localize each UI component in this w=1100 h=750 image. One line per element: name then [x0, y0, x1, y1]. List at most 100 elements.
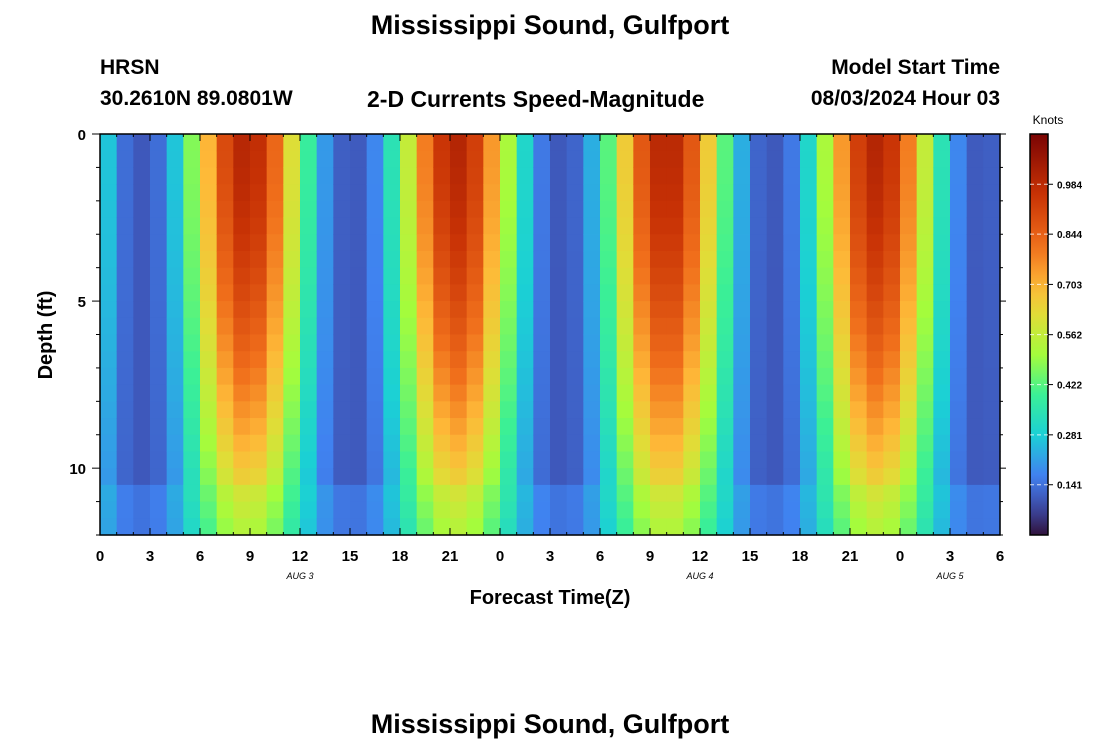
heatmap-cell: [983, 334, 1001, 352]
heatmap-cell: [433, 167, 451, 185]
heatmap-cell: [883, 451, 901, 469]
heatmap-cell: [583, 200, 601, 219]
heatmap-cell: [366, 301, 384, 319]
heatmap-cell: [166, 434, 184, 453]
heatmap-cell: [700, 234, 718, 252]
heatmap-cell: [883, 150, 901, 169]
heatmap-cell: [100, 317, 118, 336]
heatmap-cell: [666, 200, 684, 219]
heatmap-cell: [500, 468, 518, 486]
heatmap-cell: [516, 217, 534, 235]
heatmap-cell: [516, 184, 534, 202]
heatmap-cell: [700, 250, 718, 269]
heatmap-cell: [933, 167, 951, 185]
heatmap-cell: [916, 150, 934, 169]
heatmap-cell: [683, 434, 701, 453]
heatmap-cell: [300, 451, 318, 469]
heatmap-cell: [816, 301, 834, 319]
heatmap-cell: [966, 267, 984, 285]
heatmap-cell: [983, 150, 1001, 169]
heatmap-cell: [700, 334, 718, 352]
heatmap-cell: [250, 434, 268, 453]
heatmap-cell: [300, 384, 318, 402]
heatmap-cell: [166, 134, 184, 152]
heatmap-cell: [916, 234, 934, 252]
heatmap-cell: [516, 167, 534, 185]
heatmap-cell: [850, 367, 868, 386]
heatmap-cell: [400, 418, 418, 436]
heatmap-cell: [700, 301, 718, 319]
heatmap-cell: [333, 284, 351, 302]
heatmap-cell: [933, 367, 951, 386]
heatmap-cell: [900, 234, 918, 252]
heatmap-cell: [500, 451, 518, 469]
heatmap-cell: [983, 434, 1001, 453]
heatmap-cell: [933, 451, 951, 469]
heatmap-cell: [633, 167, 651, 185]
heatmap-cell: [700, 518, 718, 536]
heatmap-cell: [450, 150, 468, 169]
heatmap-cell: [216, 334, 234, 352]
heatmap-cell: [633, 401, 651, 419]
heatmap-cell: [100, 234, 118, 252]
heatmap-cell: [833, 484, 851, 503]
heatmap-cell: [850, 200, 868, 219]
heatmap-cell: [150, 484, 168, 503]
heatmap-cell: [733, 334, 751, 352]
heatmap-cell: [950, 367, 968, 386]
heatmap-cell: [616, 384, 634, 402]
heatmap-cell: [533, 468, 551, 486]
heatmap-cell: [383, 234, 401, 252]
heatmap-cell: [166, 334, 184, 352]
heatmap-cell: [166, 301, 184, 319]
heatmap-cell: [600, 401, 618, 419]
heatmap-cell: [850, 267, 868, 285]
heatmap-cell: [266, 167, 284, 185]
heatmap-cell: [550, 334, 568, 352]
heatmap-cell: [150, 234, 168, 252]
heatmap-cell: [100, 434, 118, 453]
heatmap-cell: [883, 234, 901, 252]
heatmap-cell: [716, 334, 734, 352]
heatmap-cell: [266, 184, 284, 202]
heatmap-cell: [933, 284, 951, 302]
heatmap-cell: [150, 468, 168, 486]
heatmap-cell: [416, 217, 434, 235]
heatmap-cell: [316, 200, 334, 219]
heatmap-cell: [466, 468, 484, 486]
heatmap-cell: [133, 418, 151, 436]
heatmap-cell: [766, 150, 784, 169]
heatmap-cell: [816, 434, 834, 453]
x-tick-label: 21: [442, 548, 459, 565]
heatmap-cell: [616, 518, 634, 536]
heatmap-cell: [833, 250, 851, 269]
heatmap-cell: [600, 367, 618, 386]
heatmap-cell: [216, 418, 234, 436]
heatmap-cell: [200, 134, 218, 152]
heatmap-cell: [550, 351, 568, 369]
heatmap-cell: [133, 367, 151, 386]
heatmap-cell: [583, 468, 601, 486]
heatmap-cell: [600, 468, 618, 486]
heatmap-cell: [116, 501, 134, 519]
heatmap-cell: [783, 501, 801, 519]
heatmap-cell: [866, 334, 884, 352]
heatmap-cell: [983, 501, 1001, 519]
heatmap-cell: [450, 434, 468, 453]
colorbar-tick-label: 0.562: [1057, 331, 1082, 342]
heatmap-cell: [600, 167, 618, 185]
heatmap-cell: [816, 167, 834, 185]
heatmap-cell: [633, 184, 651, 202]
heatmap-cell: [450, 317, 468, 336]
heatmap-cell: [250, 134, 268, 152]
heatmap-cell: [183, 301, 201, 319]
heatmap-cell: [516, 468, 534, 486]
heatmap-cell: [883, 134, 901, 152]
heatmap-cell: [116, 234, 134, 252]
heatmap-cell: [233, 468, 251, 486]
heatmap-cell: [500, 384, 518, 402]
heatmap-cell: [100, 484, 118, 503]
heatmap-cell: [250, 167, 268, 185]
heatmap-cell: [683, 334, 701, 352]
heatmap-cell: [450, 217, 468, 235]
